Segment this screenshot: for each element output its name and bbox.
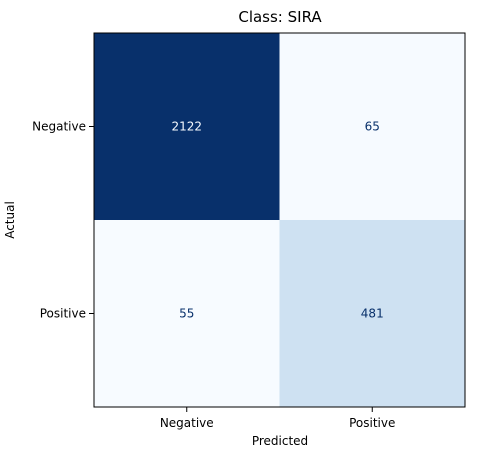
chart-title: Class: SIRA — [238, 8, 322, 26]
cell-value-1-0: 55 — [179, 307, 194, 321]
matrix-cells: 2122 65 55 481 — [94, 33, 465, 407]
cell-0-0 — [94, 33, 280, 220]
y-axis-label: Actual — [3, 201, 17, 239]
cell-1-0 — [94, 220, 280, 407]
axis-ticks: Negative Positive Negative Positive — [32, 120, 395, 431]
cell-value-0-0: 2122 — [171, 120, 202, 134]
cell-value-1-1: 481 — [361, 307, 384, 321]
cell-0-1 — [279, 33, 465, 220]
x-axis-label: Predicted — [252, 434, 308, 448]
x-tick-label: Positive — [349, 416, 395, 430]
y-tick-label: Negative — [32, 120, 86, 134]
cell-1-1 — [279, 220, 465, 407]
plot-frame — [93, 32, 466, 408]
cell-value-0-1: 65 — [365, 120, 380, 134]
x-tick-label: Negative — [160, 416, 214, 430]
y-tick-label: Positive — [40, 307, 86, 321]
